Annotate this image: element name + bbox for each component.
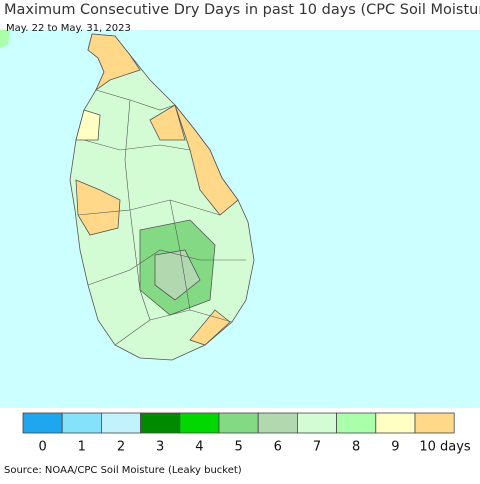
subtitle: May. 22 to May. 31, 2023 — [6, 23, 131, 34]
legend-swatch — [375, 412, 416, 434]
legend-label: 0 — [38, 440, 46, 455]
legend: 0 1 2 3 4 5 6 7 8 9 10 days — [22, 412, 471, 455]
legend-label: 1 — [78, 440, 86, 455]
title: Maximum Consecutive Dry Days in past 10 … — [4, 2, 480, 18]
district-borders — [77, 89, 246, 346]
legend-swatch — [61, 412, 102, 434]
india-land — [0, 30, 10, 48]
legend-swatch — [218, 412, 259, 434]
legend-label: 7 — [313, 440, 321, 455]
legend-label: 4 — [195, 440, 203, 455]
legend-label: 6 — [274, 440, 282, 455]
island — [69, 33, 255, 361]
legend-label: 2 — [117, 440, 125, 455]
legend-swatch — [414, 412, 455, 434]
legend-label: 5 — [234, 440, 242, 455]
legend-label: 9 — [391, 440, 399, 455]
legend-swatch — [140, 412, 181, 434]
legend-swatch — [101, 412, 142, 434]
legend-swatch — [336, 412, 377, 434]
legend-swatch — [296, 412, 337, 434]
source: Source: NOAA/CPC Soil Moisture (Leaky bu… — [4, 465, 242, 476]
legend-swatch — [257, 412, 298, 434]
legend-swatch — [179, 412, 220, 434]
legend-label: 3 — [156, 440, 164, 455]
legend-label: 10 days — [419, 440, 471, 455]
legend-label: 8 — [352, 440, 360, 455]
legend-swatch — [22, 412, 63, 434]
